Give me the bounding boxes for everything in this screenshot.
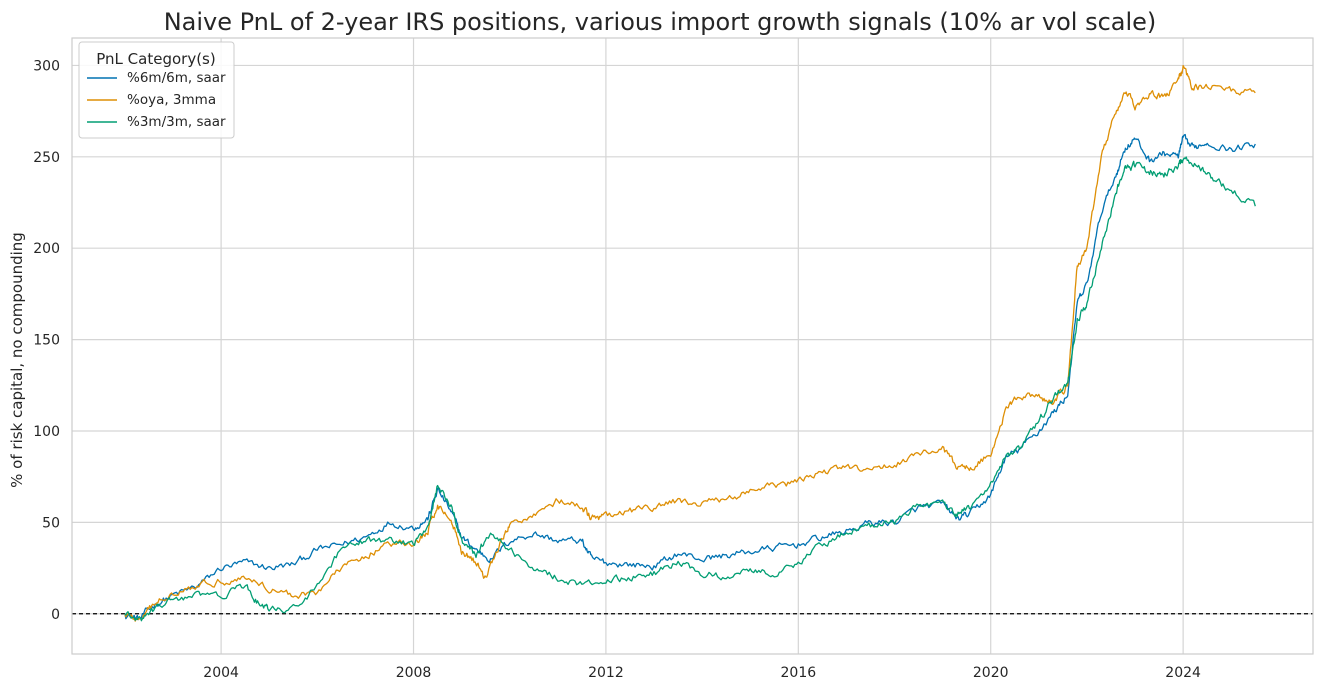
x-tick-label: 2024 bbox=[1165, 665, 1201, 681]
x-tick-label: 2008 bbox=[396, 665, 432, 681]
plot-frame bbox=[71, 37, 1314, 655]
y-tick-label: 250 bbox=[33, 150, 60, 166]
y-tick-label: 100 bbox=[33, 424, 60, 440]
series-line bbox=[124, 156, 1256, 622]
legend-title: PnL Category(s) bbox=[96, 50, 215, 68]
series-line bbox=[124, 64, 1256, 622]
y-tick-label: 150 bbox=[33, 333, 60, 349]
legend-label: %oya, 3mma bbox=[127, 92, 216, 108]
y-tick-label: 200 bbox=[33, 241, 60, 257]
legend-box bbox=[78, 41, 235, 139]
y-tick-label: 0 bbox=[51, 607, 60, 623]
series-layer bbox=[124, 64, 1256, 622]
y-tick-label: 50 bbox=[42, 515, 60, 531]
x-tick-label: 2004 bbox=[203, 665, 239, 681]
grid-lines bbox=[72, 38, 1313, 654]
series-line bbox=[124, 133, 1256, 621]
y-tick-label: 300 bbox=[33, 58, 60, 74]
legend-label: %6m/6m, saar bbox=[127, 70, 226, 86]
legend: PnL Category(s) %6m/6m, saar %oya, 3mma %3… bbox=[78, 41, 235, 139]
legend-items: %6m/6m, saar %oya, 3mma %3m/3m, saar bbox=[87, 70, 226, 130]
x-tick-label: 2020 bbox=[973, 665, 1009, 681]
y-axis-label: % of risk capital, no compounding bbox=[8, 232, 26, 488]
y-axis-ticks: 0 50 100 150 200 250 300 bbox=[33, 58, 60, 622]
x-axis-ticks: 2004 2008 2012 2016 2020 2024 bbox=[203, 665, 1201, 681]
x-tick-label: 2016 bbox=[781, 665, 817, 681]
legend-label: %3m/3m, saar bbox=[127, 114, 226, 130]
chart-title: Naive PnL of 2-year IRS positions, vario… bbox=[164, 8, 1157, 36]
x-tick-label: 2012 bbox=[588, 665, 624, 681]
